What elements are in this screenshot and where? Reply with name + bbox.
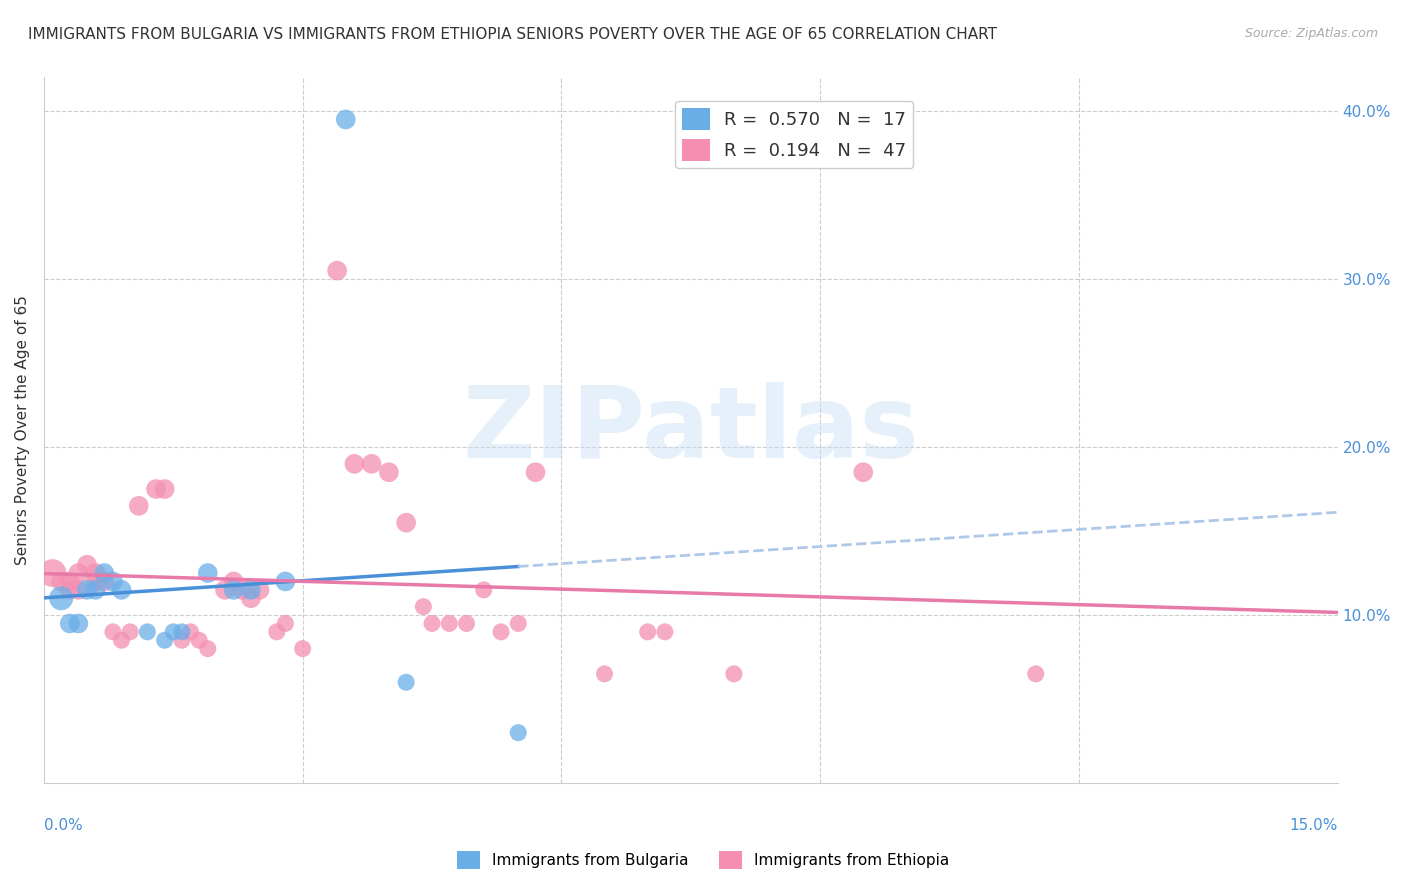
Point (197, 566, 219, 580)
Point (1025, 666, 1047, 681)
Point (59, 582, 82, 597)
Point (120, 624, 142, 639)
Point (395, 516, 418, 530)
Point (472, 582, 495, 597)
Point (239, 591, 262, 606)
Point (93, 566, 115, 580)
Point (180, 624, 202, 639)
Point (524, 465, 547, 479)
Point (395, 675, 418, 690)
Point (67, 616, 90, 631)
Point (456, 616, 478, 631)
Point (76, 582, 98, 597)
Point (188, 633, 211, 648)
Point (489, 624, 512, 639)
Point (231, 582, 253, 597)
Point (343, 457, 366, 471)
Point (420, 616, 443, 631)
Point (593, 666, 616, 681)
Point (378, 465, 401, 479)
Point (508, 616, 530, 631)
Text: 15.0%: 15.0% (1289, 818, 1337, 833)
Point (170, 624, 193, 639)
Point (49, 574, 72, 589)
Point (145, 482, 167, 496)
Text: Source: ZipAtlas.com: Source: ZipAtlas.com (1244, 27, 1378, 40)
Point (84, 574, 107, 589)
Text: IMMIGRANTS FROM BULGARIA VS IMMIGRANTS FROM ETHIOPIA SENIORS POVERTY OVER THE AG: IMMIGRANTS FROM BULGARIA VS IMMIGRANTS F… (28, 27, 997, 42)
Point (84, 582, 107, 597)
Point (101, 574, 124, 589)
Point (291, 641, 314, 656)
Point (360, 457, 382, 471)
Point (162, 624, 184, 639)
Point (128, 499, 150, 513)
Point (136, 624, 159, 639)
Point (335, 112, 357, 127)
Point (153, 633, 176, 648)
Point (101, 624, 124, 639)
Point (59, 574, 82, 589)
Legend: R =  0.570   N =  17, R =  0.194   N =  47: R = 0.570 N = 17, R = 0.194 N = 47 (675, 101, 914, 168)
Point (222, 574, 245, 589)
Point (76, 558, 98, 572)
Y-axis label: Seniors Poverty Over the Age of 65: Seniors Poverty Over the Age of 65 (15, 295, 30, 566)
Point (266, 624, 288, 639)
Point (239, 582, 262, 597)
Point (197, 641, 219, 656)
Point (214, 582, 236, 597)
Point (637, 624, 659, 639)
Text: ZIPatlas: ZIPatlas (463, 382, 920, 479)
Point (93, 574, 115, 589)
Point (654, 624, 676, 639)
Point (508, 725, 530, 739)
Point (110, 633, 132, 648)
Point (249, 582, 271, 597)
Point (84, 566, 107, 580)
Point (49, 591, 72, 606)
Point (412, 599, 434, 614)
Point (153, 482, 176, 496)
Legend: Immigrants from Bulgaria, Immigrants from Ethiopia: Immigrants from Bulgaria, Immigrants fro… (450, 845, 956, 875)
Point (59, 616, 82, 631)
Text: 0.0%: 0.0% (44, 818, 83, 833)
Point (852, 465, 875, 479)
Point (41, 566, 63, 580)
Point (222, 582, 245, 597)
Point (110, 582, 132, 597)
Point (170, 633, 193, 648)
Point (439, 616, 461, 631)
Point (326, 263, 349, 277)
Point (67, 582, 90, 597)
Point (274, 616, 297, 631)
Point (723, 666, 745, 681)
Point (274, 574, 297, 589)
Point (67, 566, 90, 580)
